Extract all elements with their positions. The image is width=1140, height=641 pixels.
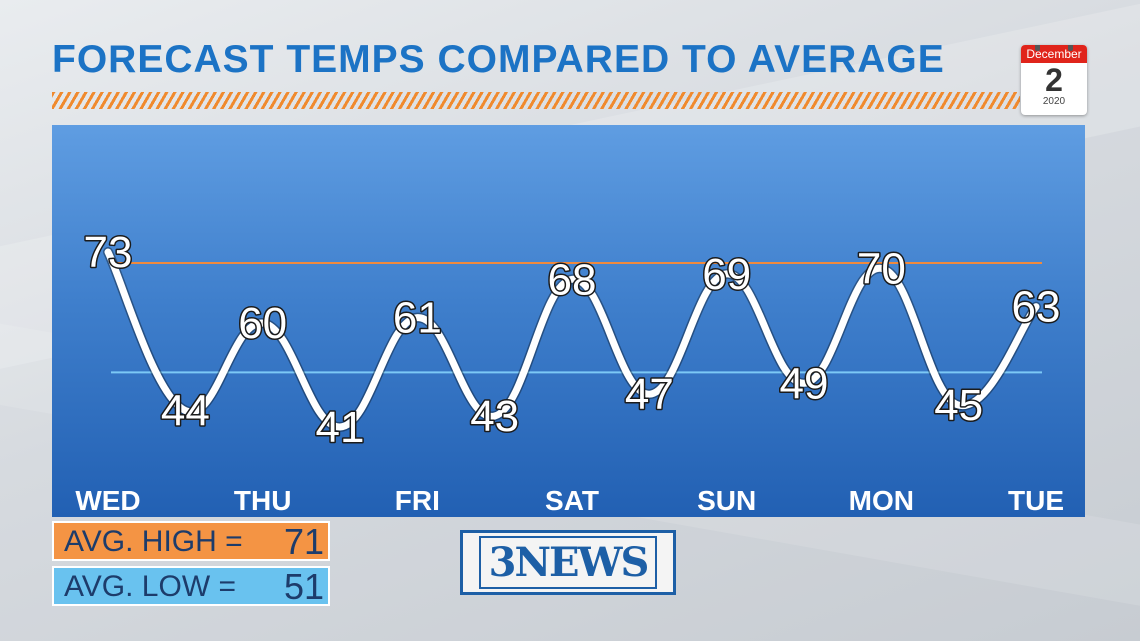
data-label: 73 (84, 228, 133, 277)
data-label: 43 (470, 392, 519, 441)
avg-low-box: AVG. LOW = 51 (52, 566, 330, 606)
data-label: 61 (393, 294, 442, 343)
data-label: 47 (625, 370, 674, 419)
avg-high-value: 71 (283, 521, 324, 562)
data-label: 69 (702, 250, 751, 299)
temperature-line (104, 248, 1040, 431)
avg-high-label: AVG. HIGH = (64, 525, 243, 558)
avg-low-label: AVG. LOW = (64, 570, 236, 603)
data-label: 45 (934, 381, 983, 430)
data-label: 68 (548, 255, 597, 304)
data-label: 41 (316, 403, 365, 452)
station-logo: 3NEWS (460, 530, 676, 595)
data-label: 60 (238, 299, 287, 348)
avg-high-box: AVG. HIGH = 71 (52, 521, 330, 561)
calendar-icon: December 2 2020 (1021, 45, 1087, 115)
x-tick-label: SAT (545, 485, 599, 516)
x-tick-label: FRI (395, 485, 440, 516)
x-tick-label: MON (849, 485, 914, 516)
calendar-day: 2 (1045, 62, 1063, 98)
data-label: 70 (857, 244, 906, 293)
x-tick-label: THU (234, 485, 292, 516)
data-label: 49 (780, 359, 829, 408)
avg-low-value: 51 (283, 566, 324, 607)
chart-title: FORECAST TEMPS COMPARED TO AVERAGE (52, 38, 945, 81)
calendar-ring-icon (1068, 45, 1073, 51)
title-underline-hatch (52, 92, 1020, 109)
x-tick-label: WED (75, 485, 140, 516)
data-label: 44 (161, 387, 210, 436)
data-label: 63 (1012, 283, 1061, 332)
logo-text: 3NEWS (478, 536, 658, 589)
x-tick-label: SUN (697, 485, 756, 516)
calendar-year: 2020 (1042, 96, 1066, 107)
calendar-ring-icon (1035, 45, 1040, 51)
x-tick-label: TUE (1008, 485, 1064, 516)
